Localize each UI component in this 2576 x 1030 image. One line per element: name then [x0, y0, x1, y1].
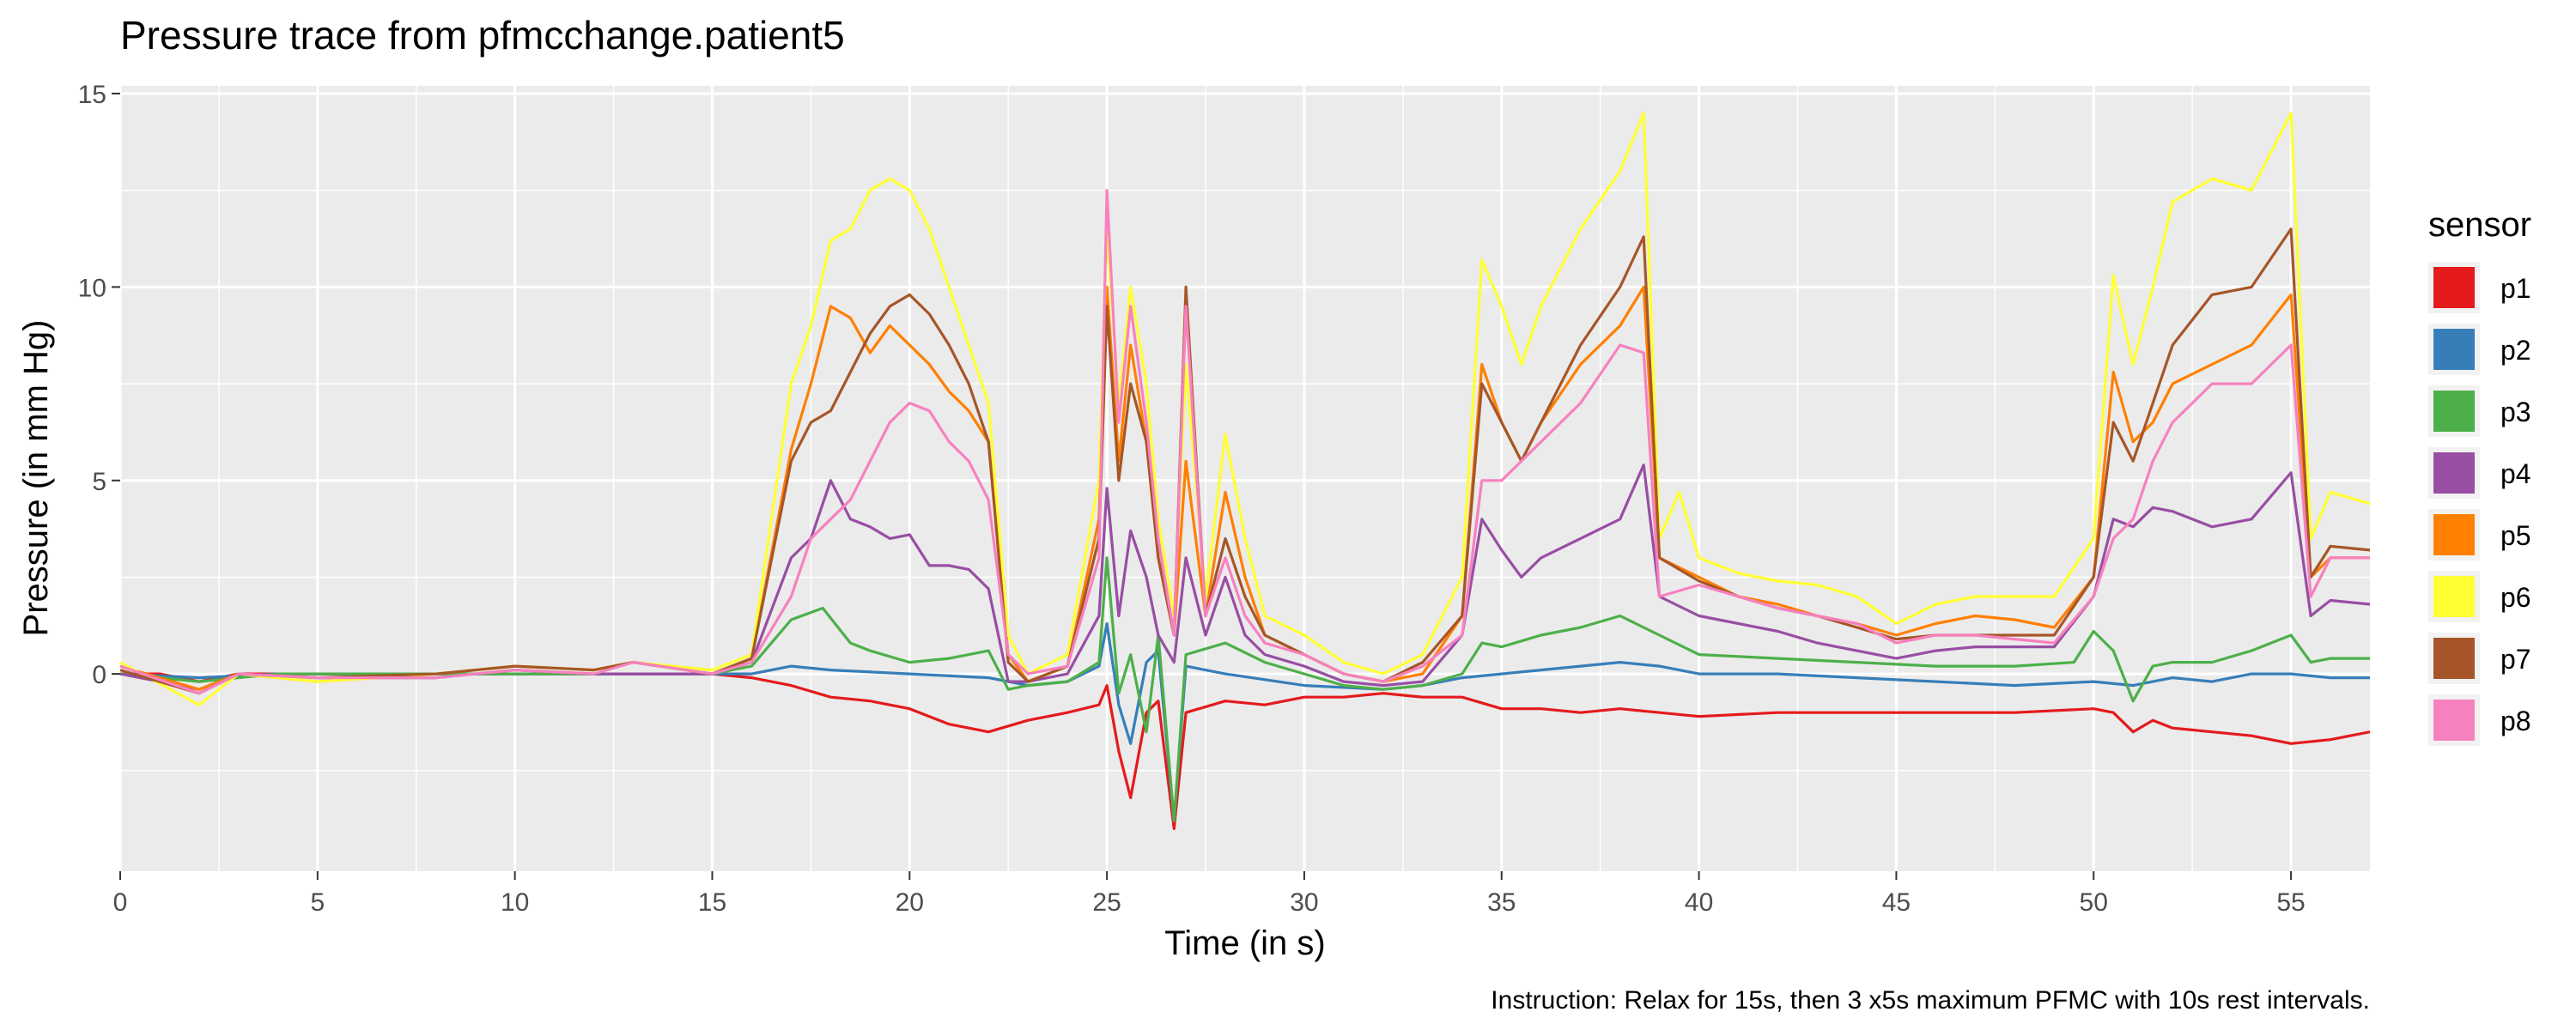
x-tick-label: 20: [896, 888, 924, 917]
series-line-p5: [119, 285, 2370, 691]
legend-label: p6: [2500, 582, 2531, 613]
series-line-p6: [119, 112, 2371, 706]
y-axis-title: Pressure (in mm Hg): [17, 320, 55, 637]
y-tick-label: 10: [78, 274, 106, 302]
x-tick-label: 5: [310, 888, 325, 917]
legend-swatch: [2433, 267, 2475, 308]
x-axis-title: Time (in s): [1164, 924, 1325, 962]
legend-item-p4: p4: [2428, 447, 2531, 499]
legend: sensor p1 p2 p3 p4 p5 p6 p7 p8: [2428, 206, 2531, 746]
x-tick-label: 40: [1685, 888, 1713, 917]
chart-title: Pressure trace from pfmcchange.patient5: [120, 13, 845, 58]
x-tick-label: 30: [1290, 888, 1318, 917]
series-line-p8: [119, 189, 2370, 695]
legend-swatch: [2433, 391, 2475, 432]
x-tick-label: 55: [2276, 888, 2305, 917]
legend-label: p3: [2500, 397, 2531, 427]
legend-label: p8: [2500, 706, 2531, 736]
legend-item-p1: p1: [2428, 262, 2531, 313]
series-line-p3: [119, 556, 2370, 822]
legend-swatch: [2433, 452, 2475, 494]
y-tick-label: 5: [92, 468, 106, 496]
legend-swatch: [2433, 576, 2475, 617]
legend-swatch: [2433, 329, 2475, 370]
legend-label: p5: [2500, 520, 2531, 551]
x-tick-label: 35: [1487, 888, 1516, 917]
legend-label: p4: [2500, 458, 2531, 489]
legend-title: sensor: [2428, 206, 2531, 244]
legend-item-p2: p2: [2428, 324, 2531, 375]
x-tick-label: 45: [1882, 888, 1911, 917]
legend-swatch: [2433, 638, 2475, 679]
minor-gridlines: [120, 86, 2370, 871]
y-tick-label: 0: [92, 661, 106, 689]
legend-item-p6: p6: [2428, 571, 2531, 622]
caption: Instruction: Relax for 15s, then 3 x5s m…: [1491, 986, 2370, 1015]
legend-swatch: [2433, 700, 2475, 741]
x-tick-label: 0: [113, 888, 128, 917]
legend-item-p7: p7: [2428, 633, 2531, 684]
legend-swatch: [2433, 514, 2475, 555]
series-line-p1: [120, 672, 2371, 830]
series-lines: [119, 112, 2371, 830]
x-tick-label: 15: [698, 888, 726, 917]
x-axis-ticks: 0 5 10 15 20 25 30 35 40 45 50 55: [113, 871, 2306, 917]
legend-item-p5: p5: [2428, 509, 2531, 560]
y-axis-ticks: 0 5 10 15: [78, 81, 120, 689]
legend-label: p1: [2500, 273, 2531, 304]
x-tick-label: 50: [2080, 888, 2108, 917]
series-line-p4: [119, 464, 2371, 691]
y-tick-label: 15: [78, 81, 106, 109]
x-tick-label: 10: [501, 888, 529, 917]
legend-item-p8: p8: [2428, 694, 2531, 746]
series-line-p7: [119, 227, 2371, 695]
legend-items: p1 p2 p3 p4 p5 p6 p7 p8: [2428, 262, 2531, 746]
legend-label: p2: [2500, 335, 2531, 366]
series-line-p2: [119, 621, 2370, 822]
legend-item-p3: p3: [2428, 385, 2531, 437]
plot-panel: [120, 86, 2370, 871]
legend-label: p7: [2500, 644, 2531, 675]
x-tick-label: 25: [1092, 888, 1121, 917]
